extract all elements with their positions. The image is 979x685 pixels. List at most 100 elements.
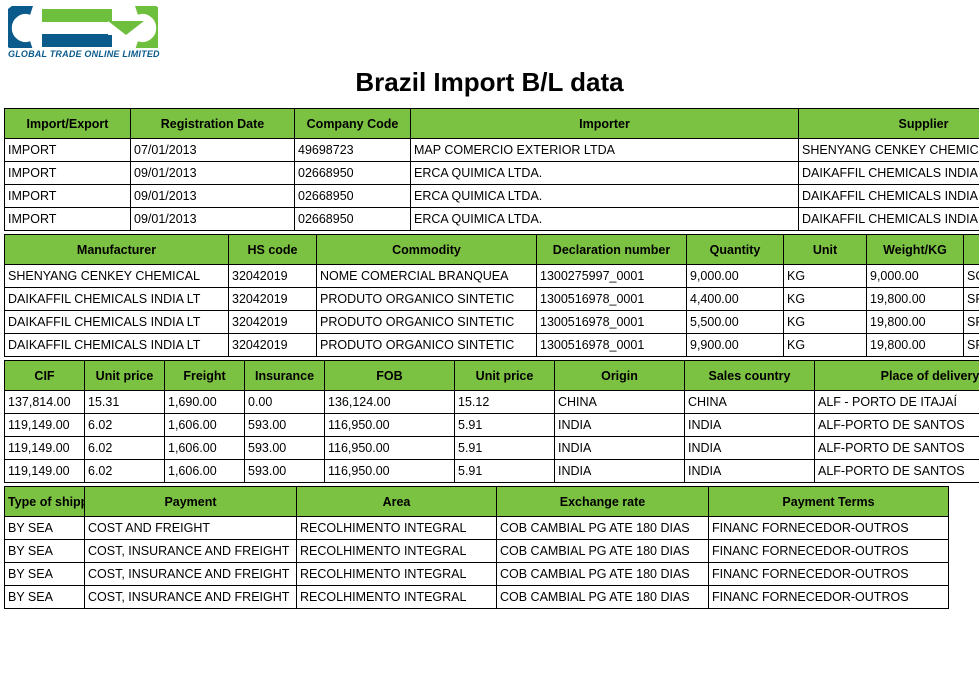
cell: RECOLHIMENTO INTEGRAL <box>297 540 497 563</box>
cell: CHINA <box>555 391 685 414</box>
cell: 6.02 <box>85 460 165 483</box>
cell: ERCA QUIMICA LTDA. <box>411 185 799 208</box>
table-row: 137,814.0015.311,690.000.00136,124.0015.… <box>5 391 979 414</box>
cell: 9,900.00 <box>687 334 784 357</box>
cell: 6.02 <box>85 437 165 460</box>
cell: 5.91 <box>455 460 555 483</box>
cell: FINANC FORNECEDOR-OUTROS <box>709 586 949 609</box>
column-header: Origin <box>555 361 685 391</box>
column-header: Exchange rate <box>497 487 709 517</box>
cell: BY SEA <box>5 540 85 563</box>
cell: SHENYANG CENKEY CHEMICAL <box>5 265 229 288</box>
cell: 116,950.00 <box>325 437 455 460</box>
cell: 15.12 <box>455 391 555 414</box>
column-header: Importer <box>411 109 799 139</box>
column-header: Insurance <box>245 361 325 391</box>
column-header: Payment <box>85 487 297 517</box>
cell: 6.02 <box>85 414 165 437</box>
cell: BY SEA <box>5 517 85 540</box>
cell: 593.00 <box>245 437 325 460</box>
cell: 09/01/2013 <box>131 185 295 208</box>
column-header: Company Code <box>295 109 411 139</box>
column-header: Unit price <box>85 361 165 391</box>
cell: COB CAMBIAL PG ATE 180 DIAS <box>497 586 709 609</box>
cell: IMPORT <box>5 185 131 208</box>
cell: ALF-PORTO DE SANTOS <box>815 437 979 460</box>
column-header: Commodity <box>317 235 537 265</box>
cell: 1,606.00 <box>165 460 245 483</box>
cell: INDIA <box>555 460 685 483</box>
cell: 09/01/2013 <box>131 162 295 185</box>
cell: NOME COMERCIAL BRANQUEA <box>317 265 537 288</box>
cell: COST, INSURANCE AND FREIGHT <box>85 540 297 563</box>
cell: FINANC FORNECEDOR-OUTROS <box>709 540 949 563</box>
table-row: BY SEACOST AND FREIGHTRECOLHIMENTO INTEG… <box>5 517 949 540</box>
cell: 119,149.00 <box>5 437 85 460</box>
cell: 1300516978_0001 <box>537 288 687 311</box>
table-row: BY SEACOST, INSURANCE AND FREIGHTRECOLHI… <box>5 540 949 563</box>
cell: 9,000.00 <box>687 265 784 288</box>
column-header: Supplier <box>799 109 979 139</box>
cell: PRODUTO ORGANICO SINTETIC <box>317 288 537 311</box>
cell: 0.00 <box>245 391 325 414</box>
cell: 1,606.00 <box>165 414 245 437</box>
cell: COB CAMBIAL PG ATE 180 DIAS <box>497 563 709 586</box>
cell: BY SEA <box>5 563 85 586</box>
cell: 32042019 <box>229 334 317 357</box>
cell: INDIA <box>685 460 815 483</box>
cell: CHINA <box>685 391 815 414</box>
cell: SHENYANG CENKEY CHEMICAL <box>799 139 979 162</box>
cell: 1300275997_0001 <box>537 265 687 288</box>
cell: COB CAMBIAL PG ATE 180 DIAS <box>497 540 709 563</box>
cell: 09/01/2013 <box>131 208 295 231</box>
cell: 5,500.00 <box>687 311 784 334</box>
cell: INDIA <box>685 437 815 460</box>
cell: RECOLHIMENTO INTEGRAL <box>297 517 497 540</box>
column-header: Unit <box>784 235 867 265</box>
cell: 15.31 <box>85 391 165 414</box>
cell: INDIA <box>685 414 815 437</box>
cell: ALF-PORTO DE SANTOS <box>815 460 979 483</box>
table-row: IMPORT07/01/201349698723MAP COMERCIO EXT… <box>5 139 979 162</box>
table-row: IMPORT09/01/201302668950ERCA QUIMICA LTD… <box>5 185 979 208</box>
cell: ERCA QUIMICA LTDA. <box>411 162 799 185</box>
cell: SC <box>964 265 979 288</box>
cell: 1,606.00 <box>165 437 245 460</box>
cell: IMPORT <box>5 208 131 231</box>
cell: 116,950.00 <box>325 460 455 483</box>
table-row: BY SEACOST, INSURANCE AND FREIGHTRECOLHI… <box>5 586 949 609</box>
cell: 19,800.00 <box>867 288 964 311</box>
column-header: Unit price <box>455 361 555 391</box>
table-4: Type of shippingPaymentAreaExchange rate… <box>4 486 949 609</box>
table-row: 119,149.006.021,606.00593.00116,950.005.… <box>5 460 979 483</box>
cell: COB CAMBIAL PG ATE 180 DIAS <box>497 517 709 540</box>
cell: DAIKAFFIL CHEMICALS INDIA LT <box>5 288 229 311</box>
cell: 119,149.00 <box>5 414 85 437</box>
table-row: 119,149.006.021,606.00593.00116,950.005.… <box>5 414 979 437</box>
cell: KG <box>784 288 867 311</box>
cell: FINANC FORNECEDOR-OUTROS <box>709 517 949 540</box>
cell: RECOLHIMENTO INTEGRAL <box>297 563 497 586</box>
cell: 5.91 <box>455 414 555 437</box>
cell: IMPORT <box>5 139 131 162</box>
cell: 116,950.00 <box>325 414 455 437</box>
cell: COST, INSURANCE AND FREIGHT <box>85 563 297 586</box>
cell: ERCA QUIMICA LTDA. <box>411 208 799 231</box>
table-row: DAIKAFFIL CHEMICALS INDIA LT32042019PROD… <box>5 288 979 311</box>
cell: INDIA <box>555 437 685 460</box>
cell: PRODUTO ORGANICO SINTETIC <box>317 334 537 357</box>
cell: KG <box>784 311 867 334</box>
cell: ALF-PORTO DE SANTOS <box>815 414 979 437</box>
cell: SP <box>964 334 979 357</box>
cell: SP <box>964 288 979 311</box>
cell: 4,400.00 <box>687 288 784 311</box>
cell: MAP COMERCIO EXTERIOR LTDA <box>411 139 799 162</box>
cell: KG <box>784 334 867 357</box>
column-header: Area <box>297 487 497 517</box>
cell: 119,149.00 <box>5 460 85 483</box>
cell: DAIKAFFIL CHEMICALS INDIA LT <box>5 334 229 357</box>
cell: INDIA <box>555 414 685 437</box>
cell: 02668950 <box>295 162 411 185</box>
column-header: FOB <box>325 361 455 391</box>
column-header: Weight/KG <box>867 235 964 265</box>
